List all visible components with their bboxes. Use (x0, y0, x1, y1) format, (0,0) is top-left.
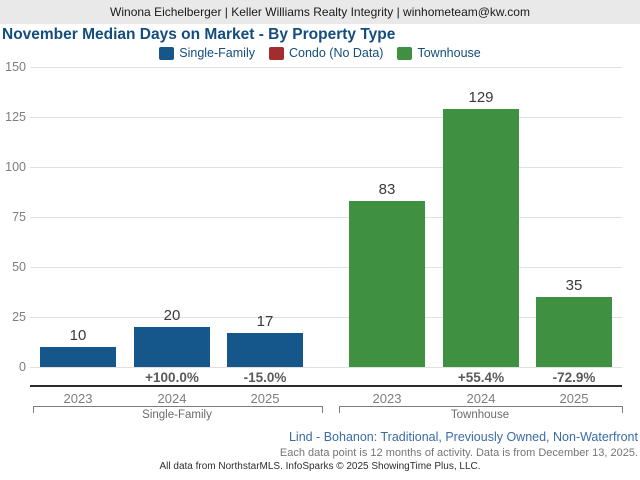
pct-change-townhouse-2025: -72.9% (552, 370, 596, 385)
x-axis-line (30, 385, 622, 387)
gridline-0 (30, 367, 622, 368)
bar-value-townhouse-2023: 83 (378, 181, 396, 198)
gridline-75 (30, 217, 622, 218)
legend-swatch-townhouse-icon (397, 46, 413, 60)
pct-change-single-family-2024: +100.0% (145, 370, 199, 385)
pct-change-townhouse-2024: +55.4% (457, 370, 505, 385)
header-contact-line: Winona Eichelberger | Keller Williams Re… (110, 5, 530, 19)
chart-title: November Median Days on Market - By Prop… (2, 26, 396, 43)
gridline-50 (30, 267, 622, 268)
y-axis-tick-0: 0 (19, 360, 26, 374)
bar-townhouse-2025 (536, 297, 612, 367)
gridline-25 (30, 317, 622, 318)
legend-label-townhouse: Townhouse (417, 46, 481, 60)
bar-value-townhouse-2025: 35 (565, 277, 583, 294)
gridline-100 (30, 167, 622, 168)
bar-townhouse-2023 (349, 201, 425, 367)
group-label-single-family: Single-Family (142, 409, 212, 421)
y-axis-tick-50: 50 (12, 260, 26, 274)
x-axis-label-single-family-2023: 2023 (63, 391, 93, 406)
pct-change-single-family-2025: -15.0% (243, 370, 287, 385)
y-axis-tick-75: 75 (12, 210, 26, 224)
bar-single-family-2024 (134, 327, 210, 367)
gridline-150 (30, 67, 622, 68)
bar-townhouse-2024 (443, 109, 519, 367)
bar-value-single-family-2025: 17 (256, 313, 274, 330)
bar-value-single-family-2023: 10 (69, 327, 87, 344)
footer-activity-line: Each data point is 12 months of activity… (279, 447, 638, 459)
legend-item-single-family[interactable]: Single-Family (159, 46, 255, 60)
legend-item-condo-no-data[interactable]: Condo (No Data) (268, 46, 384, 60)
gridline-125 (30, 117, 622, 118)
bar-value-single-family-2024: 20 (163, 307, 181, 324)
x-axis-label-single-family-2025: 2025 (250, 391, 280, 406)
legend-label-single-family: Single-Family (179, 46, 255, 60)
x-axis-label-single-family-2024: 2024 (157, 391, 187, 406)
y-axis-tick-25: 25 (12, 310, 26, 324)
bar-single-family-2023 (40, 347, 116, 367)
legend-label-condo-no-data: Condo (No Data) (288, 46, 384, 60)
group-bracket-townhouse (339, 406, 623, 413)
footer-filter-line: Lind - Bohanon: Traditional, Previously … (288, 430, 638, 444)
bar-value-townhouse-2024: 129 (468, 89, 494, 106)
footer-attribution-line: All data from NorthstarMLS. InfoSparks ©… (159, 461, 481, 472)
legend-swatch-single-family-icon (159, 46, 175, 60)
y-axis-tick-125: 125 (5, 110, 26, 124)
y-axis-tick-100: 100 (5, 160, 26, 174)
x-axis-label-townhouse-2024: 2024 (466, 391, 496, 406)
x-axis-label-townhouse-2025: 2025 (559, 391, 589, 406)
group-bracket-single-family (33, 406, 323, 413)
y-axis-tick-150: 150 (5, 60, 26, 74)
group-label-townhouse: Townhouse (450, 409, 510, 421)
header-bar: Winona Eichelberger | Keller Williams Re… (0, 0, 640, 24)
chart-legend: Single-Family Condo (No Data) Townhouse (0, 45, 640, 61)
legend-swatch-condo-no-data-icon (268, 46, 284, 60)
x-axis-label-townhouse-2023: 2023 (372, 391, 402, 406)
bar-single-family-2025 (227, 333, 303, 367)
legend-item-townhouse[interactable]: Townhouse (397, 46, 481, 60)
